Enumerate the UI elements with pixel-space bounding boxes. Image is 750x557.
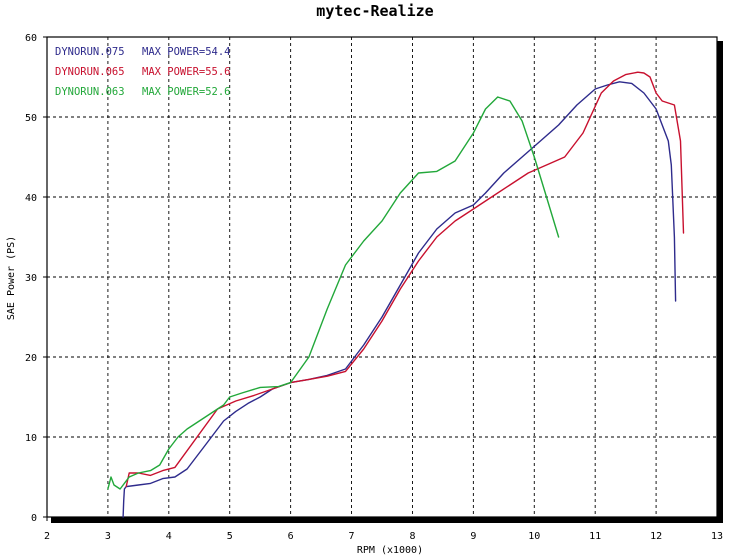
y-tick-label: 20 [25,353,37,364]
x-tick-label: 5 [227,531,233,542]
legend-max-power: MAX POWER=55.6 [142,66,231,78]
y-tick-label: 50 [25,113,37,124]
x-tick-label: 2 [44,531,50,542]
series-lines [107,71,685,518]
chart-title: mytec-Realize [316,2,433,20]
y-tick-label: 40 [25,193,37,204]
y-tick-label: 30 [25,273,37,284]
legend-run-name: DYNORUN.075 [55,46,125,58]
y-tick-label: 60 [25,33,37,44]
x-tick-label: 13 [711,531,723,542]
plot-frame [46,36,718,518]
x-tick-label: 6 [288,531,294,542]
x-tick-label: 8 [409,531,415,542]
x-axis-label: RPM (x1000) [357,545,423,556]
legend-run-name: DYNORUN.065 [55,66,125,78]
frame-shadow-bottom [51,517,723,523]
legend: DYNORUN.075 MAX POWER=54.4 DYNORUN.065 MAX … [55,46,231,98]
y-tick-label: 10 [25,433,37,444]
x-tick-label: 9 [470,531,476,542]
axes: 2 3 4 5 6 7 8 9 10 11 12 13 0 10 20 30 40 50 60 [25,33,723,542]
legend-max-power: MAX POWER=54.4 [142,46,231,58]
x-tick-label: 11 [589,531,601,542]
series-line-dynorun-075 [122,81,677,518]
x-tick-label: 10 [528,531,540,542]
grid-lines [47,37,717,517]
legend-run-name: DYNORUN.063 [55,86,125,98]
y-tick-label: 0 [31,513,37,524]
y-axis-label: SAE Power (PS) [6,236,17,320]
x-tick-label: 3 [105,531,111,542]
x-tick-label: 7 [349,531,355,542]
series-line-dynorun-065 [125,71,685,488]
x-tick-label: 4 [166,531,172,542]
series-line-dynorun-063 [107,96,560,490]
legend-max-power: MAX POWER=52.6 [142,86,231,98]
x-tick-label: 12 [650,531,662,542]
frame-shadow-right [717,41,723,523]
